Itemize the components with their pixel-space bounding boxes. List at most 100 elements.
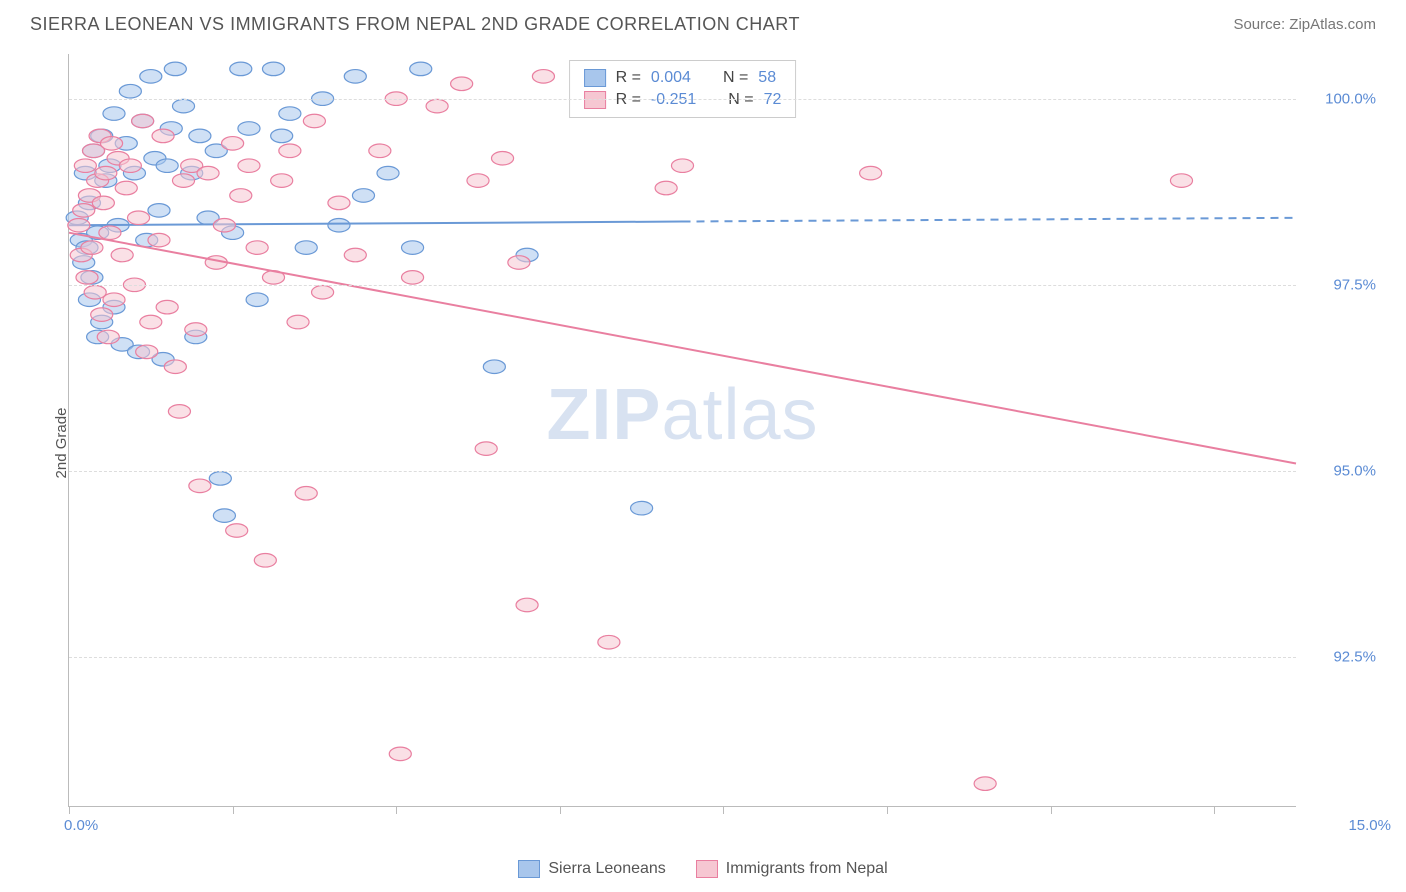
data-point <box>369 144 391 158</box>
data-point <box>164 62 186 76</box>
data-point <box>189 479 211 493</box>
data-point <box>426 99 448 113</box>
x-tick <box>1051 806 1052 814</box>
data-point <box>132 114 154 128</box>
data-point <box>389 747 411 761</box>
data-point <box>68 218 90 232</box>
data-point <box>974 777 996 791</box>
legend-label: Sierra Leoneans <box>548 860 665 878</box>
data-point <box>76 271 98 285</box>
legend-swatch <box>518 860 540 878</box>
x-tick <box>69 806 70 814</box>
stat-r-value: 0.004 <box>651 69 691 87</box>
data-point <box>119 159 141 173</box>
y-tick-label: 100.0% <box>1306 90 1376 107</box>
data-point <box>483 360 505 374</box>
legend-swatch <box>584 69 606 87</box>
data-point <box>279 107 301 121</box>
stat-r-value: -0.251 <box>651 91 696 109</box>
legend-label: Immigrants from Nepal <box>726 860 888 878</box>
data-point <box>226 524 248 538</box>
data-point <box>164 360 186 374</box>
data-point <box>156 300 178 314</box>
chart-svg <box>69 54 1296 806</box>
plot-area: ZIPatlas R = 0.004N = 58R = -0.251N = 72… <box>68 54 1296 807</box>
y-tick-label: 95.0% <box>1306 462 1376 479</box>
stat-r-label: R = <box>616 69 641 87</box>
stats-row: R = -0.251N = 72 <box>584 89 782 111</box>
data-point <box>246 293 268 307</box>
data-point <box>185 323 207 337</box>
data-point <box>303 114 325 128</box>
stat-r-label: R = <box>616 91 641 109</box>
data-point <box>402 241 424 255</box>
plot-wrapper: 2nd Grade ZIPatlas R = 0.004N = 58R = -0… <box>30 48 1381 837</box>
data-point <box>262 62 284 76</box>
data-point <box>115 181 137 195</box>
bottom-legend: Sierra Leoneans Immigrants from Nepal <box>0 860 1406 878</box>
data-point <box>410 62 432 76</box>
data-point <box>230 189 252 203</box>
data-point <box>516 598 538 612</box>
data-point <box>352 189 374 203</box>
y-tick-label: 92.5% <box>1306 649 1376 666</box>
data-point <box>402 271 424 285</box>
data-point <box>136 345 158 359</box>
data-point <box>491 151 513 165</box>
data-point <box>103 293 125 307</box>
data-point <box>189 129 211 143</box>
data-point <box>246 241 268 255</box>
x-tick <box>887 806 888 814</box>
data-point <box>344 70 366 84</box>
data-point <box>111 248 133 262</box>
source-label: Source: ZipAtlas.com <box>1233 16 1376 33</box>
data-point <box>279 144 301 158</box>
data-point <box>91 308 113 322</box>
legend-swatch <box>696 860 718 878</box>
data-point <box>508 256 530 270</box>
data-point <box>140 315 162 329</box>
data-point <box>328 196 350 210</box>
data-point <box>222 137 244 151</box>
chart-title: SIERRA LEONEAN VS IMMIGRANTS FROM NEPAL … <box>30 14 800 35</box>
legend-swatch <box>584 91 606 109</box>
regression-line <box>69 222 683 226</box>
data-point <box>148 233 170 247</box>
data-point <box>860 166 882 180</box>
data-point <box>295 487 317 501</box>
data-point <box>1170 174 1192 188</box>
gridline-h <box>69 99 1296 100</box>
data-point <box>213 218 235 232</box>
data-point <box>467 174 489 188</box>
stat-n-label: N = <box>723 69 748 87</box>
data-point <box>631 501 653 515</box>
data-point <box>152 129 174 143</box>
data-point <box>73 204 95 218</box>
data-point <box>451 77 473 91</box>
x-tick <box>560 806 561 814</box>
legend-item: Sierra Leoneans <box>518 860 665 878</box>
data-point <box>148 204 170 218</box>
data-point <box>213 509 235 523</box>
stat-n-label: N = <box>728 91 753 109</box>
x-axis-max-label: 15.0% <box>1348 817 1391 834</box>
data-point <box>598 635 620 649</box>
data-point <box>119 84 141 98</box>
data-point <box>172 174 194 188</box>
y-tick-label: 97.5% <box>1306 276 1376 293</box>
data-point <box>295 241 317 255</box>
data-point <box>271 129 293 143</box>
data-point <box>238 159 260 173</box>
data-point <box>97 330 119 344</box>
stats-row: R = 0.004 N = 58 <box>584 67 782 89</box>
data-point <box>74 159 96 173</box>
data-point <box>95 166 117 180</box>
data-point <box>127 211 149 225</box>
x-tick <box>233 806 234 814</box>
stat-n-value: 58 <box>758 69 776 87</box>
regression-line <box>69 233 1296 464</box>
stats-box: R = 0.004N = 58R = -0.251N = 72 <box>569 60 797 118</box>
gridline-h <box>69 285 1296 286</box>
data-point <box>254 554 276 568</box>
data-point <box>475 442 497 456</box>
